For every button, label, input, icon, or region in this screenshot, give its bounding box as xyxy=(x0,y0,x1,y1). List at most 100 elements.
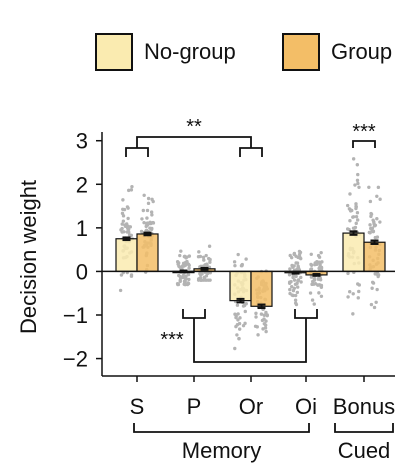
data-point xyxy=(179,249,183,253)
data-point xyxy=(145,208,150,213)
data-point xyxy=(295,285,300,289)
data-point xyxy=(148,221,152,226)
data-point xyxy=(371,281,376,285)
data-point xyxy=(120,222,124,226)
data-point xyxy=(236,318,240,322)
data-point xyxy=(293,282,298,286)
significance-label: *** xyxy=(160,329,184,351)
data-point xyxy=(288,287,292,292)
data-point xyxy=(149,210,154,214)
data-point xyxy=(178,278,182,282)
data-point xyxy=(150,226,154,231)
significance-label: ** xyxy=(186,116,202,138)
y-tick-label: 0 xyxy=(76,259,88,284)
legend-label-group: Group xyxy=(331,39,392,64)
data-point xyxy=(355,178,360,183)
category-label-oi: Oi xyxy=(295,394,317,419)
data-point xyxy=(208,257,212,262)
data-point xyxy=(240,262,244,267)
data-point xyxy=(186,272,191,277)
data-point xyxy=(176,282,181,287)
data-point xyxy=(317,255,322,259)
data-point xyxy=(356,296,360,300)
data-point xyxy=(129,273,134,277)
data-point xyxy=(121,214,126,218)
data-point xyxy=(242,303,247,308)
data-point xyxy=(187,263,191,268)
data-point xyxy=(317,260,321,264)
data-point xyxy=(372,305,377,310)
data-point xyxy=(351,157,356,161)
data-point xyxy=(119,273,124,277)
data-point xyxy=(181,273,186,278)
data-point xyxy=(198,254,203,259)
data-point xyxy=(368,231,372,235)
data-point xyxy=(206,271,210,276)
data-point xyxy=(180,264,185,268)
data-point xyxy=(298,255,302,259)
bar-no-group-bonus xyxy=(342,232,365,273)
data-point xyxy=(201,255,206,260)
data-point xyxy=(151,221,156,225)
data-point xyxy=(357,289,361,294)
y-tick-label: 3 xyxy=(76,129,88,154)
data-point xyxy=(296,265,300,270)
data-point xyxy=(346,295,350,299)
y-axis-label: Decision weight xyxy=(16,180,41,334)
data-point xyxy=(145,216,149,220)
data-point xyxy=(179,266,184,271)
data-point xyxy=(236,312,240,316)
data-point xyxy=(296,279,300,283)
category-label-s: S xyxy=(130,394,145,419)
data-point xyxy=(146,196,151,201)
data-point xyxy=(309,275,314,279)
data-point xyxy=(126,226,130,231)
data-point xyxy=(312,278,317,282)
data-point xyxy=(233,312,237,316)
data-point xyxy=(243,309,247,314)
data-point xyxy=(319,284,323,288)
data-point xyxy=(313,262,317,267)
data-point xyxy=(262,313,266,317)
data-point xyxy=(202,258,206,262)
data-point xyxy=(264,329,268,334)
data-point xyxy=(290,293,294,297)
data-point xyxy=(260,318,265,323)
data-point xyxy=(351,292,355,296)
data-point xyxy=(356,181,360,186)
data-point xyxy=(129,233,134,238)
legend-label-no-group: No-group xyxy=(144,39,236,64)
data-point xyxy=(367,185,371,190)
data-point xyxy=(126,206,130,210)
sig-bracket xyxy=(193,318,307,363)
data-point xyxy=(187,266,191,270)
bar-no-group-s xyxy=(115,238,138,273)
data-point xyxy=(203,278,207,282)
data-point xyxy=(202,275,207,279)
data-point xyxy=(308,291,313,295)
data-point xyxy=(183,279,187,283)
data-point xyxy=(374,300,378,304)
data-point xyxy=(287,281,292,285)
data-point xyxy=(178,253,182,258)
bar-no-group-or xyxy=(229,270,252,302)
group-label-cued: Cued xyxy=(338,438,391,463)
data-point xyxy=(146,201,151,206)
legend-swatch-group xyxy=(282,33,320,71)
data-point xyxy=(373,272,377,276)
data-point xyxy=(346,271,350,276)
data-point xyxy=(299,275,303,280)
category-groups: Memory Cued xyxy=(133,423,394,463)
data-point xyxy=(126,188,131,193)
data-point xyxy=(121,219,126,223)
data-point xyxy=(345,203,350,208)
data-point xyxy=(317,291,321,295)
data-point xyxy=(292,286,297,290)
sig-bracket xyxy=(136,136,252,148)
data-point xyxy=(259,312,264,316)
data-point xyxy=(310,298,315,302)
data-point xyxy=(120,226,124,231)
data-point xyxy=(206,278,211,282)
data-point xyxy=(292,264,296,268)
